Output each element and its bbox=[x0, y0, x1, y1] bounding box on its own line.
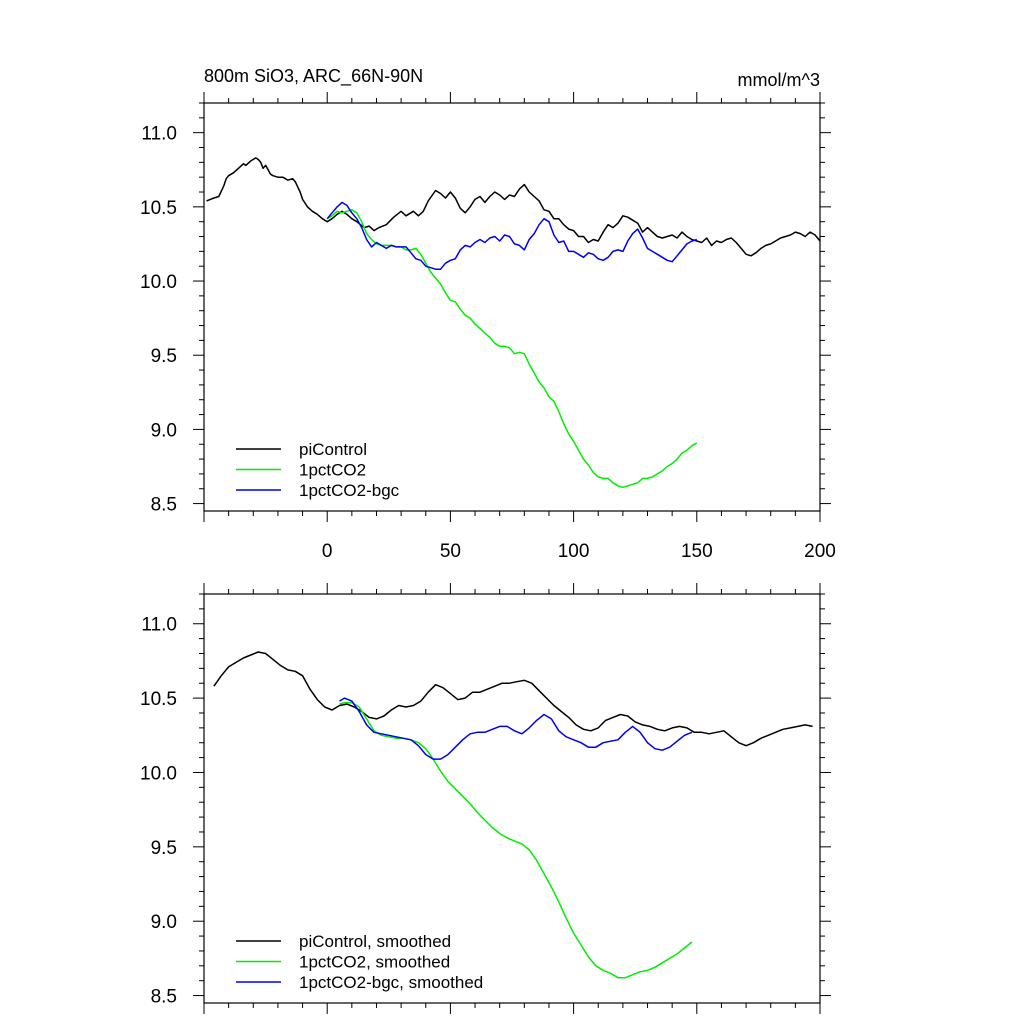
top-y-tick-label: 9.0 bbox=[151, 420, 177, 441]
bottom-panel: 8.5 9.0 9.5 10.0 10.5 11.0 piControl, smoothed… bbox=[140, 583, 831, 1014]
bottom-series-line-2 bbox=[339, 697, 693, 760]
bottom-y-tick-label: 10.0 bbox=[140, 763, 177, 784]
top-y-tick-label: 10.5 bbox=[140, 198, 177, 219]
top-legend-label: 1pctCO2 bbox=[299, 461, 366, 480]
bottom-y-tick-label: 11.0 bbox=[141, 615, 177, 636]
top-y-tick-label: 11.0 bbox=[141, 124, 177, 145]
bottom-plot-frame bbox=[203, 593, 821, 1004]
top-x-tick-label: 50 bbox=[440, 541, 461, 562]
top-x-tick-label: 200 bbox=[804, 541, 836, 562]
top-series-line-2 bbox=[326, 201, 698, 270]
top-x-tick-label: 100 bbox=[558, 541, 590, 562]
top-plot-frame bbox=[203, 102, 821, 512]
top-panel: 0 50 100 150 200 8.5 9.0 9.5 10.0 10.5 11.0 piContr… bbox=[140, 92, 836, 562]
bottom-series-line-0 bbox=[213, 651, 813, 747]
top-x-tick-label: 150 bbox=[681, 541, 713, 562]
top-series-line-0 bbox=[206, 157, 821, 257]
bottom-y-tick-label: 8.5 bbox=[151, 987, 177, 1008]
top-legend-label: piControl bbox=[299, 440, 367, 459]
top-y-tick-label: 10.0 bbox=[140, 272, 177, 293]
chart-units: mmol/m^3 bbox=[738, 70, 820, 90]
top-series-line-1 bbox=[326, 209, 698, 489]
bottom-series-line-1 bbox=[339, 701, 693, 979]
bottom-y-tick-label: 10.5 bbox=[140, 689, 177, 710]
top-legend-label: 1pctCO2-bgc bbox=[299, 481, 400, 500]
bottom-y-tick-label: 9.0 bbox=[151, 912, 177, 933]
top-x-tick-label: 0 bbox=[322, 541, 333, 562]
bottom-legend-label: 1pctCO2-bgc, smoothed bbox=[299, 973, 483, 992]
bottom-legend-label: 1pctCO2, smoothed bbox=[299, 953, 450, 972]
top-y-tick-label: 9.5 bbox=[151, 346, 177, 367]
chart-title: 800m SiO3, ARC_66N-90N bbox=[204, 66, 423, 87]
bottom-y-tick-label: 9.5 bbox=[151, 838, 177, 859]
bottom-legend-label: piControl, smoothed bbox=[299, 932, 451, 951]
top-y-tick-label: 8.5 bbox=[151, 495, 177, 516]
